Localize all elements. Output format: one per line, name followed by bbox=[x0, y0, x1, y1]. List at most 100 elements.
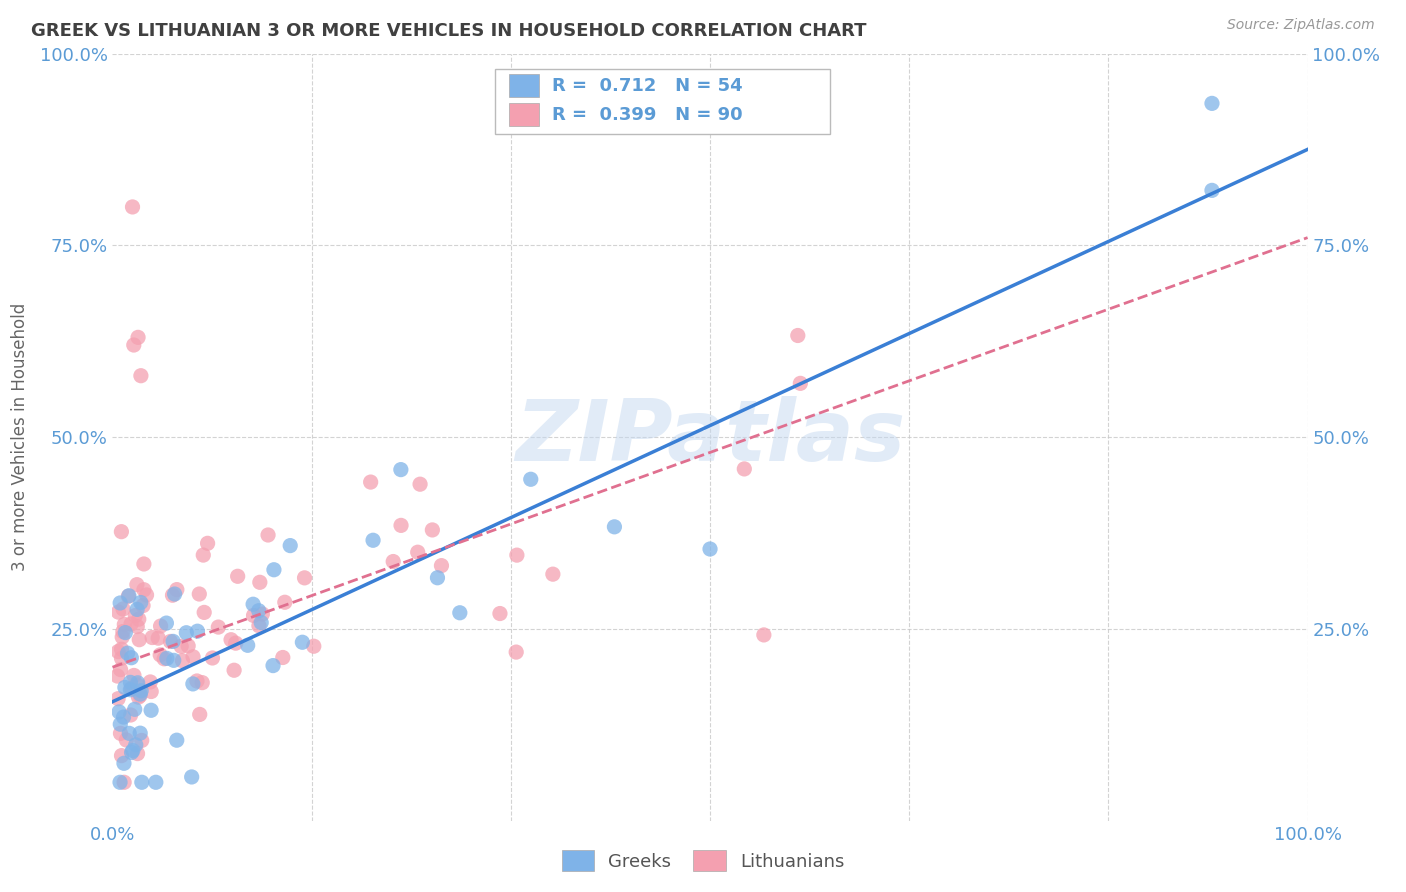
Point bbox=[247, 604, 270, 618]
Point bbox=[188, 587, 211, 601]
Point bbox=[112, 617, 135, 632]
Point bbox=[127, 747, 149, 761]
Point bbox=[242, 597, 264, 611]
Point bbox=[181, 649, 204, 664]
Point bbox=[426, 571, 449, 585]
Point bbox=[786, 328, 808, 343]
Point bbox=[121, 743, 143, 757]
Point bbox=[131, 733, 153, 747]
Point bbox=[128, 612, 150, 626]
Text: ZIPatlas: ZIPatlas bbox=[515, 395, 905, 479]
Point bbox=[112, 710, 135, 724]
Point bbox=[1201, 183, 1223, 197]
Point bbox=[406, 545, 429, 559]
Point bbox=[176, 625, 198, 640]
Point bbox=[120, 617, 142, 632]
Point bbox=[124, 702, 146, 716]
Point bbox=[108, 705, 131, 719]
Point bbox=[162, 634, 184, 648]
Point bbox=[127, 678, 149, 692]
Point bbox=[520, 472, 543, 486]
Point bbox=[145, 775, 167, 789]
Point bbox=[166, 582, 188, 597]
Point bbox=[226, 569, 249, 583]
Point bbox=[110, 726, 132, 740]
Point bbox=[162, 588, 184, 602]
Point bbox=[188, 707, 211, 722]
Point bbox=[115, 733, 138, 747]
Point bbox=[603, 520, 626, 534]
Point bbox=[128, 632, 150, 647]
Point bbox=[117, 646, 139, 660]
Point bbox=[148, 631, 170, 645]
Point bbox=[389, 462, 412, 476]
Point bbox=[110, 663, 132, 677]
Point bbox=[120, 708, 142, 723]
Point bbox=[166, 733, 188, 747]
Point bbox=[114, 625, 136, 640]
Point bbox=[112, 756, 135, 771]
Point bbox=[141, 631, 163, 645]
Point bbox=[274, 595, 297, 609]
Point bbox=[207, 620, 229, 634]
Point bbox=[505, 645, 527, 659]
Point bbox=[129, 595, 152, 609]
Text: GREEK VS LITHUANIAN 3 OR MORE VEHICLES IN HOUSEHOLD CORRELATION CHART: GREEK VS LITHUANIAN 3 OR MORE VEHICLES I… bbox=[31, 22, 866, 40]
Point bbox=[141, 684, 163, 698]
Point bbox=[114, 681, 136, 695]
Point bbox=[120, 675, 142, 690]
Point bbox=[110, 524, 132, 539]
Point bbox=[139, 675, 162, 690]
Point bbox=[124, 608, 146, 623]
FancyBboxPatch shape bbox=[495, 69, 830, 134]
Point bbox=[541, 567, 564, 582]
Point bbox=[159, 634, 181, 648]
Point bbox=[156, 651, 179, 665]
Point bbox=[449, 606, 471, 620]
Legend: Greeks, Lithuanians: Greeks, Lithuanians bbox=[554, 843, 852, 879]
Point bbox=[225, 636, 247, 650]
Point bbox=[112, 602, 135, 616]
Point bbox=[129, 683, 152, 698]
Point bbox=[131, 775, 153, 789]
Point bbox=[186, 673, 208, 688]
Point bbox=[111, 630, 134, 644]
Point bbox=[132, 582, 155, 597]
Point bbox=[172, 654, 194, 668]
Point bbox=[699, 541, 721, 556]
Point bbox=[125, 738, 148, 752]
Point bbox=[271, 650, 294, 665]
Point bbox=[129, 726, 152, 740]
Point bbox=[262, 658, 284, 673]
Point bbox=[122, 668, 145, 682]
Point bbox=[224, 663, 246, 677]
Point bbox=[163, 653, 186, 667]
Point bbox=[135, 588, 157, 602]
Point bbox=[139, 703, 162, 717]
FancyBboxPatch shape bbox=[509, 74, 538, 97]
Point bbox=[163, 587, 186, 601]
Point bbox=[129, 689, 152, 703]
Point bbox=[127, 690, 149, 705]
Point bbox=[789, 376, 811, 391]
Point bbox=[110, 717, 132, 731]
Text: R =  0.399   N = 90: R = 0.399 N = 90 bbox=[553, 106, 742, 125]
Point bbox=[186, 624, 208, 639]
Point bbox=[153, 652, 176, 666]
Point bbox=[191, 675, 214, 690]
Point bbox=[107, 669, 129, 683]
FancyBboxPatch shape bbox=[509, 103, 538, 127]
Point bbox=[112, 775, 135, 789]
Point bbox=[110, 748, 132, 763]
Point bbox=[1201, 96, 1223, 111]
Point bbox=[430, 558, 453, 573]
Point bbox=[177, 639, 200, 653]
Point bbox=[257, 528, 280, 542]
Point bbox=[111, 624, 134, 639]
Point bbox=[127, 675, 149, 690]
Point bbox=[489, 607, 512, 621]
Point bbox=[149, 648, 172, 662]
Point bbox=[361, 533, 384, 548]
Point bbox=[155, 616, 177, 631]
Point bbox=[193, 606, 215, 620]
